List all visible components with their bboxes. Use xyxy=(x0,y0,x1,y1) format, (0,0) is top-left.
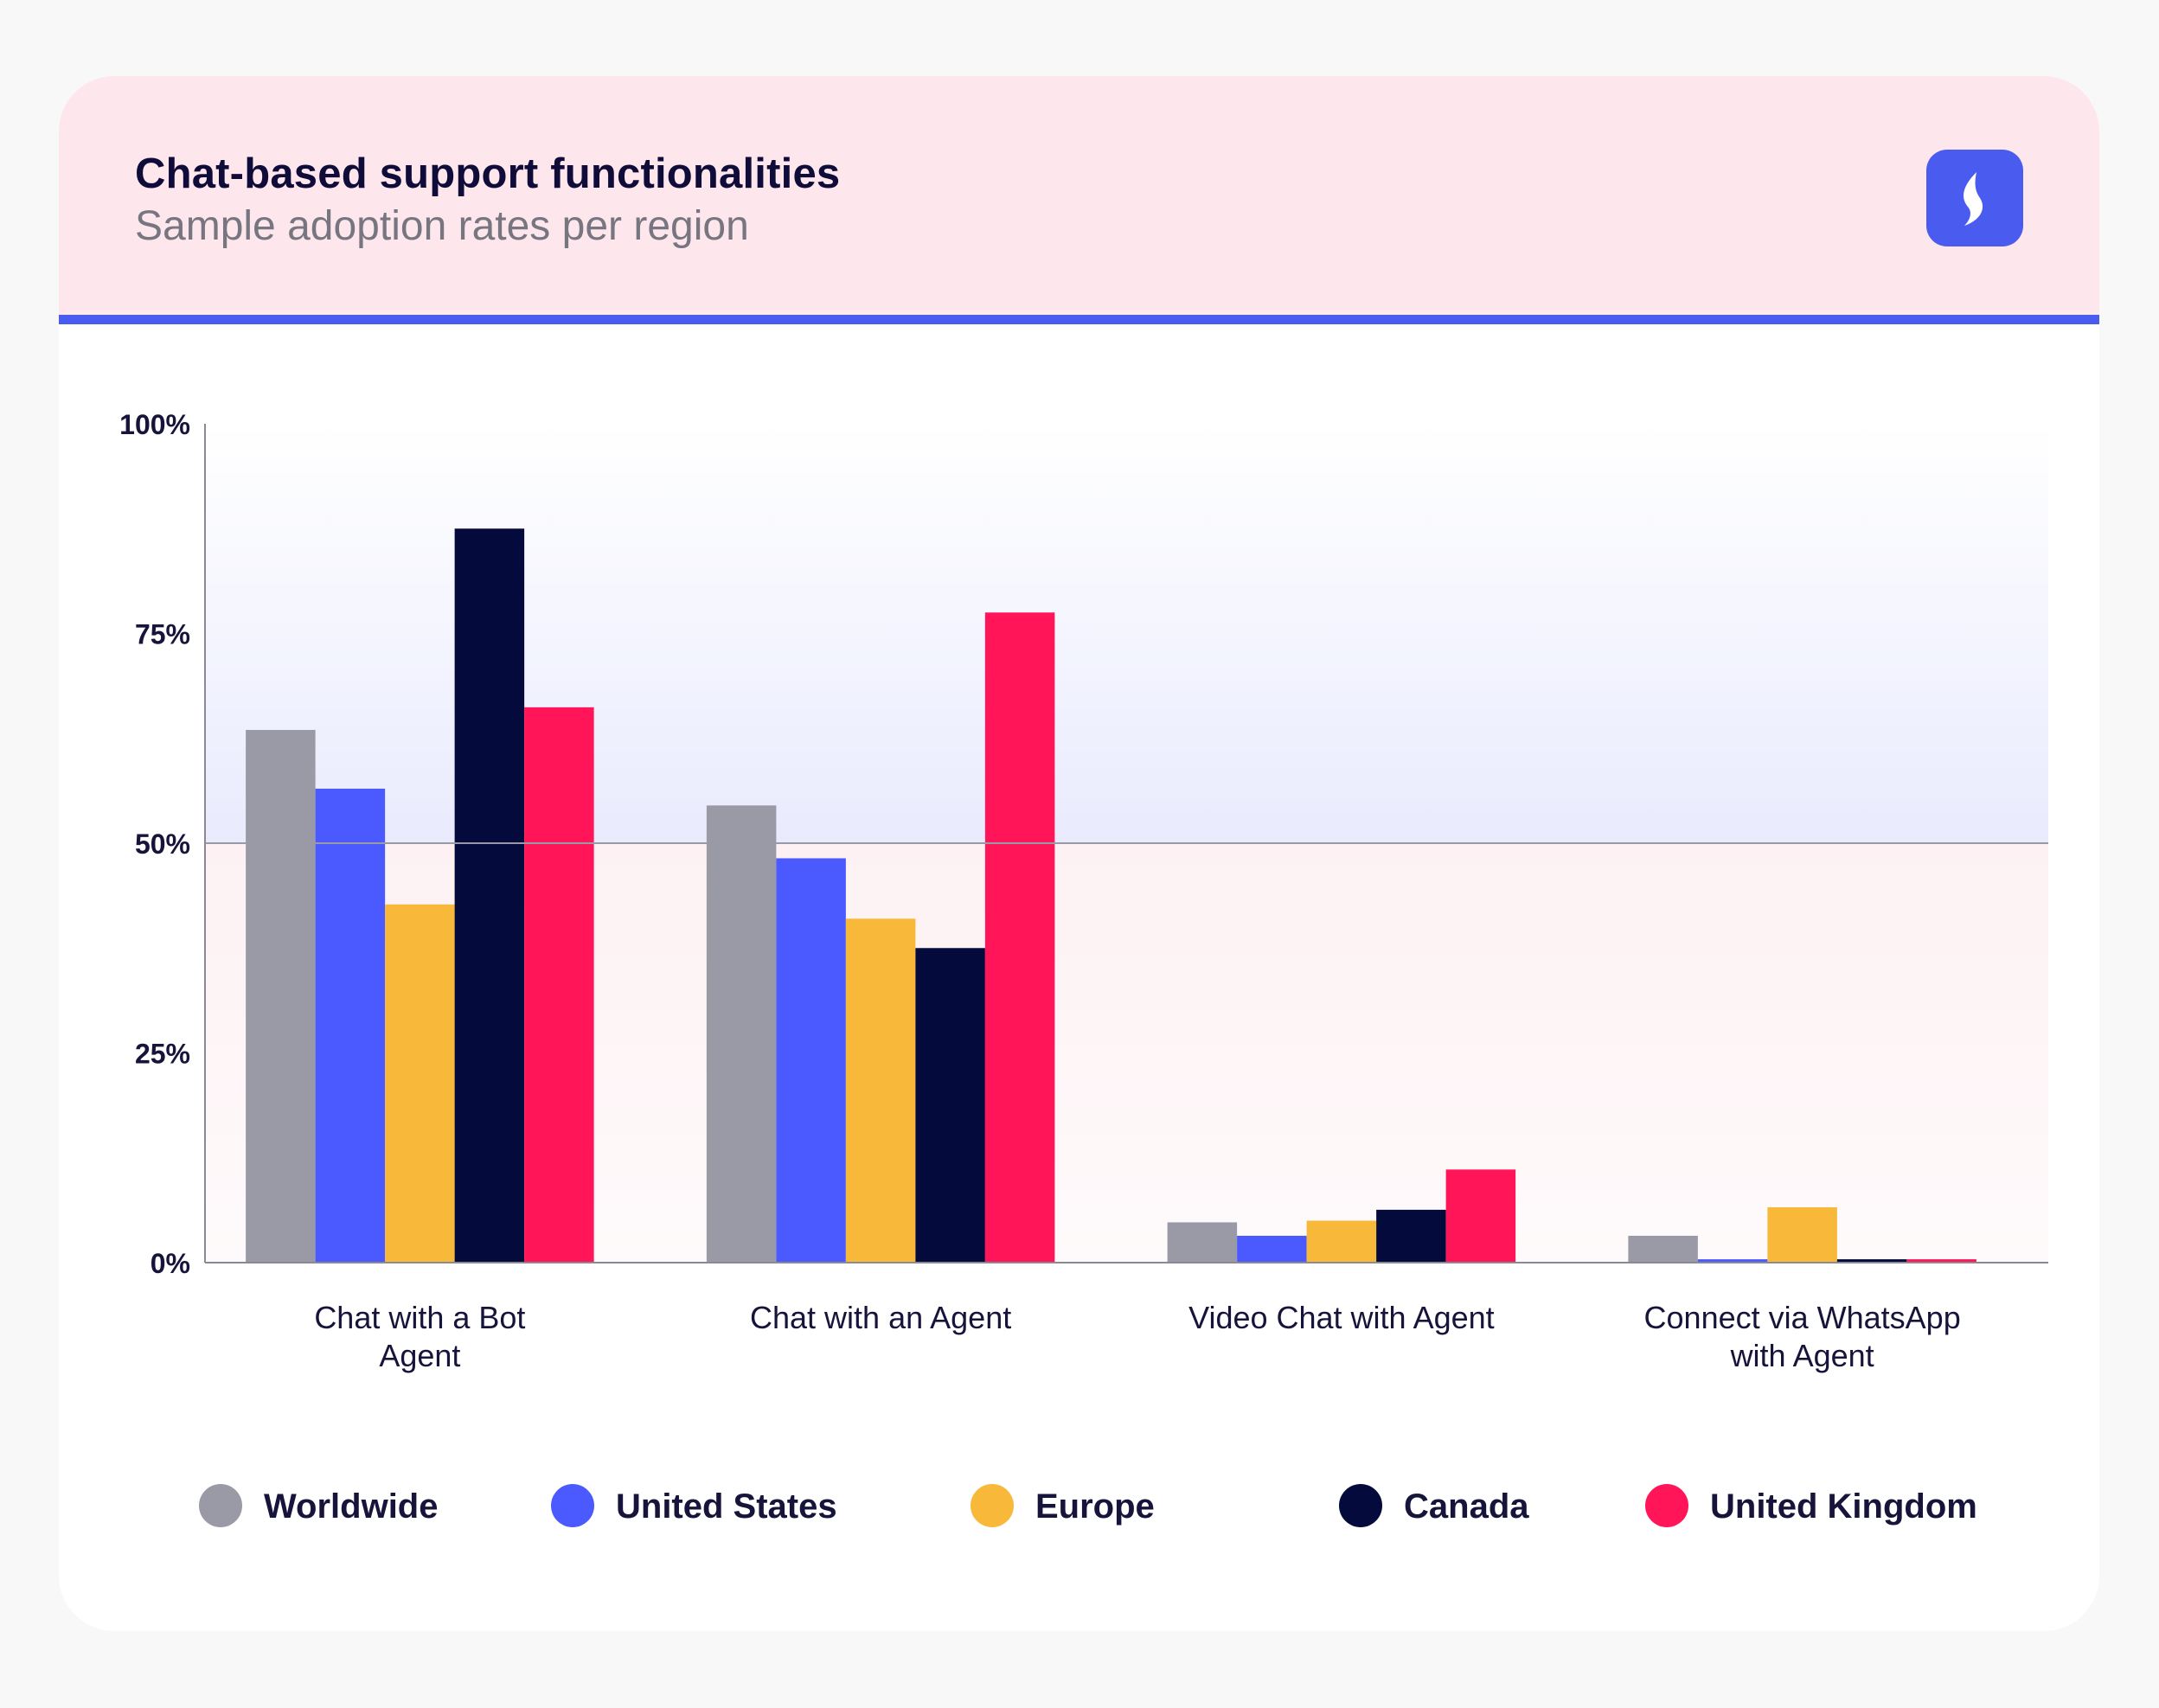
bar xyxy=(1167,1222,1238,1263)
x-category-label: Video Chat with Agent xyxy=(1188,1300,1495,1335)
legend-swatch xyxy=(971,1484,1014,1527)
x-category-label-line: Chat with an Agent xyxy=(750,1300,1011,1335)
bar xyxy=(385,904,455,1263)
x-category-label-line: Chat with a Bot xyxy=(314,1300,525,1335)
bar xyxy=(454,528,525,1263)
bar xyxy=(246,730,316,1263)
bar xyxy=(845,918,916,1263)
bar xyxy=(524,707,594,1263)
x-category-label-line: Agent xyxy=(379,1338,460,1373)
bar xyxy=(315,788,386,1263)
bar xyxy=(1445,1169,1516,1263)
x-category-label-line: with Agent xyxy=(1730,1338,1874,1373)
bar xyxy=(1306,1220,1377,1263)
chart-header: Chat-based support functionalities Sampl… xyxy=(59,76,2099,324)
legend-label: United States xyxy=(616,1487,837,1526)
bar xyxy=(1906,1259,1976,1263)
bar xyxy=(776,858,846,1263)
x-category-label: Connect via WhatsApp with Agent xyxy=(1644,1300,1961,1373)
bar xyxy=(915,948,985,1263)
legend-swatch xyxy=(199,1484,242,1527)
y-tick-label: 50% xyxy=(135,828,190,860)
x-category-label: Chat with an Agent xyxy=(750,1300,1011,1335)
bar xyxy=(1767,1206,1837,1263)
chart-title: Chat-based support functionalities xyxy=(135,150,841,197)
legend-swatch xyxy=(551,1484,594,1527)
legend-label: Canada xyxy=(1404,1487,1529,1526)
legend-swatch xyxy=(1339,1484,1382,1527)
y-tick-label: 0% xyxy=(151,1248,190,1279)
legend-label: Worldwide xyxy=(264,1487,438,1526)
y-tick-label: 75% xyxy=(135,619,190,650)
bar xyxy=(984,612,1055,1263)
bar xyxy=(1836,1259,1907,1263)
chart-subtitle: Sample adoption rates per region xyxy=(135,203,749,249)
x-category-label-line: Connect via WhatsApp xyxy=(1644,1300,1961,1335)
x-category-label: Chat with a Bot Agent xyxy=(314,1300,525,1373)
y-tick-label: 25% xyxy=(135,1039,190,1070)
y-tick-label: 100% xyxy=(119,409,190,440)
legend-swatch xyxy=(1645,1484,1688,1527)
x-category-label-line: Video Chat with Agent xyxy=(1188,1300,1495,1335)
bar xyxy=(1628,1235,1698,1263)
legend-label: Europe xyxy=(1035,1487,1155,1526)
legend-label: United Kingdom xyxy=(1710,1487,1977,1526)
bar xyxy=(706,805,777,1263)
brand-logo-icon xyxy=(1926,150,2023,246)
logo-glyph xyxy=(1964,172,1983,226)
bar xyxy=(1376,1209,1446,1263)
bar xyxy=(1697,1259,1768,1263)
bar xyxy=(1237,1235,1307,1263)
